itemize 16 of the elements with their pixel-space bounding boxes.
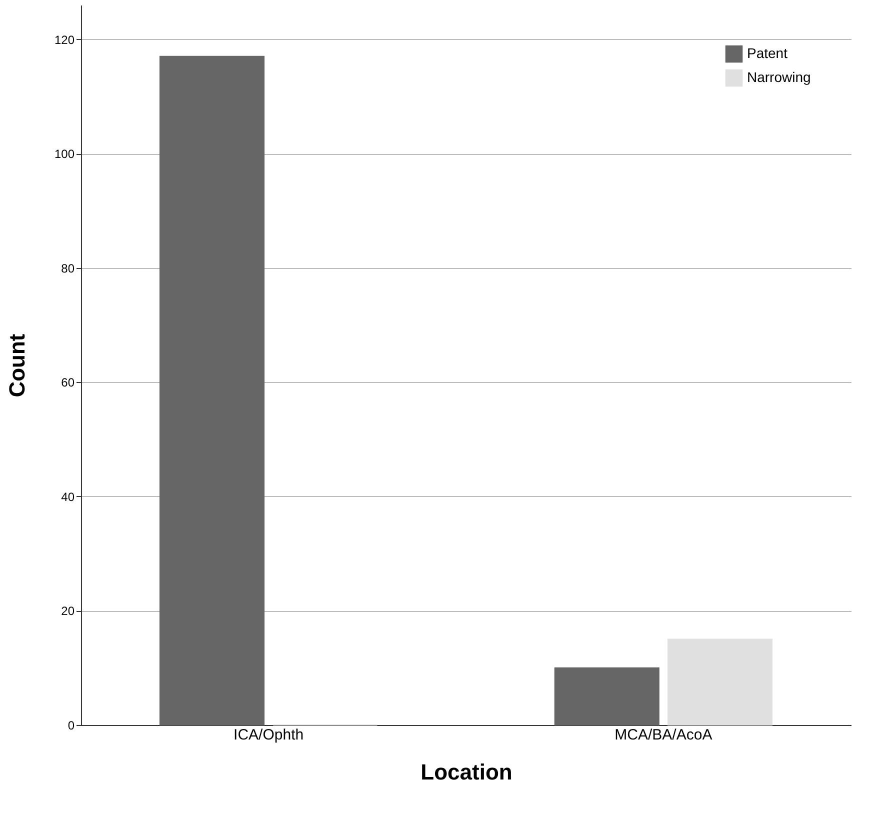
x-axis-title: Location <box>420 760 512 784</box>
y-tick-label: 100 <box>54 147 75 162</box>
bar <box>554 667 660 726</box>
y-tick-label: 120 <box>54 32 75 47</box>
x-tick-label: MCA/BA/AcoA <box>614 726 712 744</box>
y-tick-label: 60 <box>61 376 75 390</box>
x-tick-label: ICA/Ophth <box>234 726 304 744</box>
legend-label: Narrowing <box>747 69 811 85</box>
y-tick-label: 40 <box>61 490 75 504</box>
y-tick-label: 20 <box>61 604 75 618</box>
bar <box>159 56 265 726</box>
legend-label: Patent <box>747 45 788 61</box>
y-tick-label: 0 <box>68 718 75 732</box>
y-tick-label: 80 <box>61 261 75 276</box>
bar <box>667 638 773 726</box>
y-axis-title: Count <box>4 333 30 398</box>
